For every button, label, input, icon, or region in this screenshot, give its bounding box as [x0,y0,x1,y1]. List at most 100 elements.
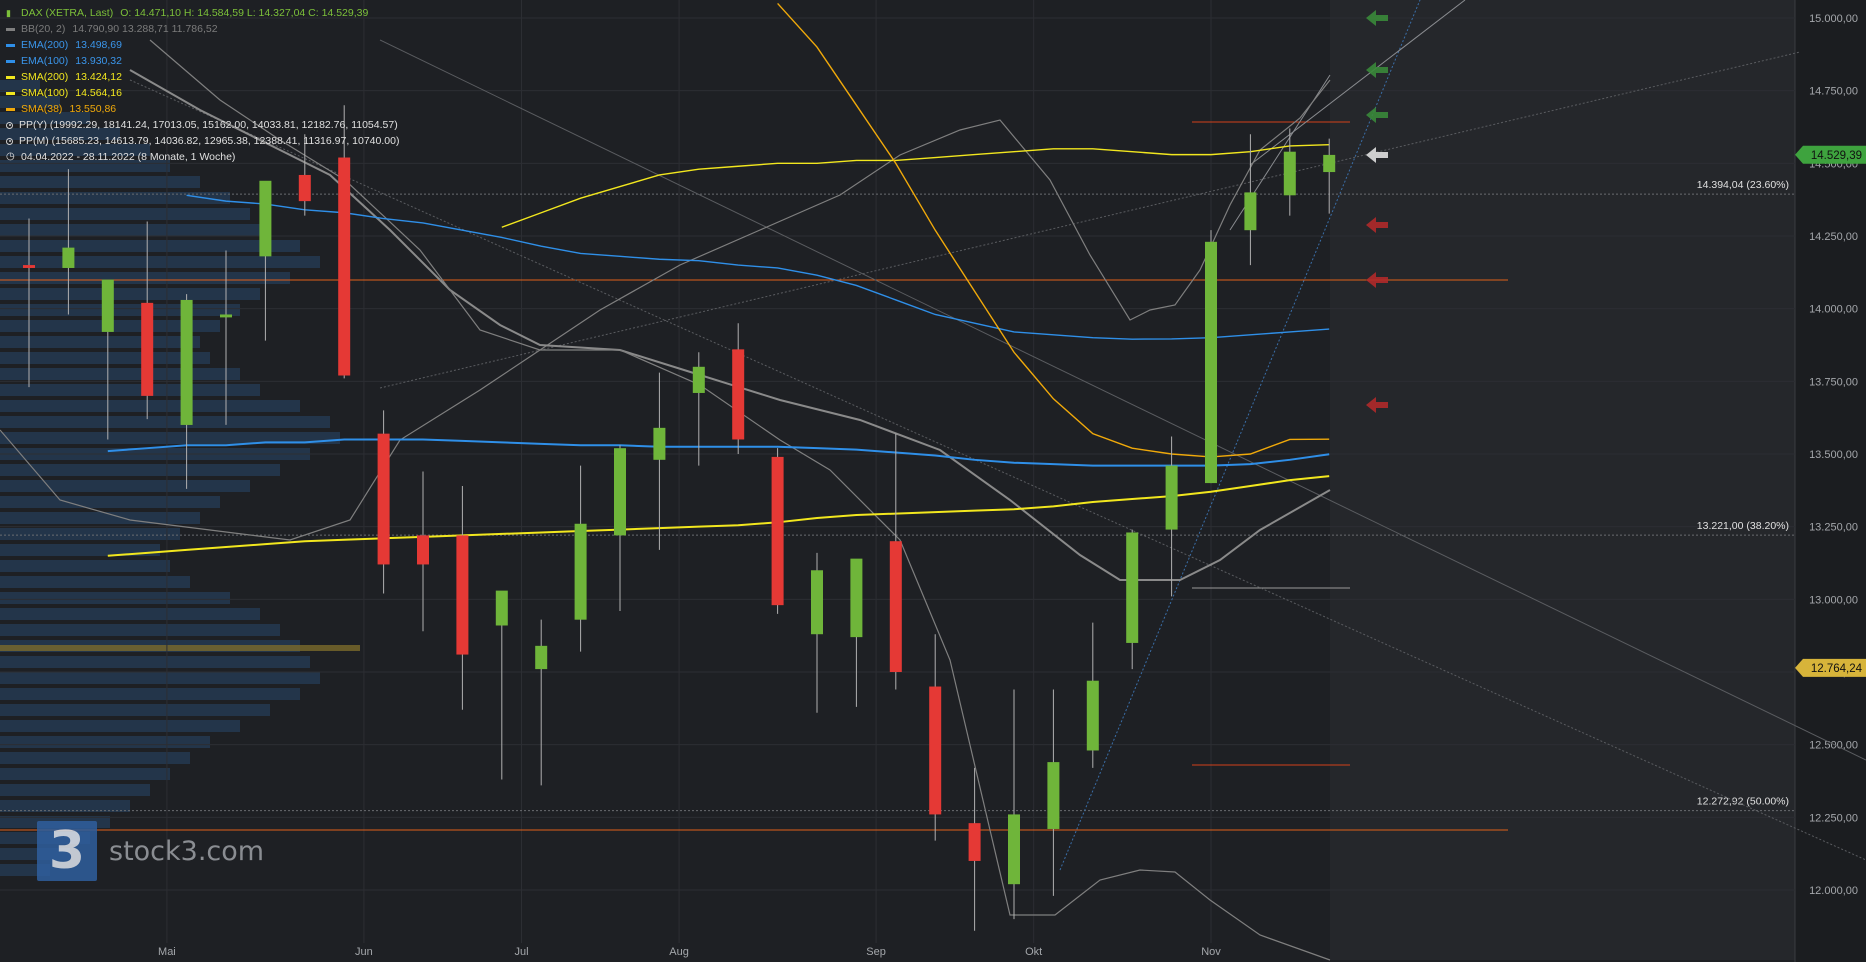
visibility-icon [6,137,13,145]
legend-sma200-label: SMA(200) [21,71,69,83]
legend-title: DAX (XETRA, Last) [21,7,114,19]
legend-pp-year[interactable]: PP(Y) (19992.29, 18141.24, 17013.05, 151… [6,117,399,133]
signal-arrow-icon [1366,397,1388,413]
volume-profile-bar [0,544,160,556]
candle-body [1126,532,1139,643]
legend-pp-month-text: PP(M) (15685.23, 14613.79, 14036.82, 129… [19,135,400,147]
candle-body [62,247,75,268]
candle-body [850,558,863,638]
candle-body [968,823,981,861]
legend-ema100[interactable]: EMA(100) 13.930,32 [6,53,399,69]
volume-profile-bar [0,576,190,588]
volume-profile-bar [0,656,310,668]
legend-sma200-value: 13.424,12 [75,71,122,83]
price-badges: 14.529,39 12.764,24 [1795,145,1866,677]
volume-profile-bar [0,384,260,396]
legend-bb[interactable]: BB(20, 2) 14.790,90 13.288,71 11.786,52 [6,21,399,37]
candle-body [1323,154,1336,173]
legend-ema200-label: EMA(200) [21,39,69,51]
legend-range: ◷ 04.04.2022 - 28.11.2022 (8 Monate, 1 W… [6,149,399,165]
candle-body [1244,192,1257,231]
volume-profile-bar [0,224,270,236]
volume-profile-bar [0,720,240,732]
candle-body [298,174,311,202]
x-tick-label: Nov [1201,946,1221,958]
candle-body [101,279,114,332]
sma100-swatch [6,91,15,95]
legend-ohlc: O: 14.471,10 H: 14.584,59 L: 14.327,04 C… [120,7,369,19]
candles [23,105,1336,931]
volume-profile-bar [0,480,250,492]
legend-ema100-label: EMA(100) [21,55,69,67]
clock-icon: ◷ [6,151,15,162]
y-tick-label: 13.000,00 [1809,594,1858,606]
candle-body [23,265,35,268]
volume-profile-bar [0,208,250,220]
candle-body [495,590,508,626]
volume-profile-bar [0,368,240,380]
trendline [1059,0,1421,871]
x-tick-label: Okt [1025,946,1042,958]
x-tick-label: Sep [866,946,886,958]
signal-arrows [1366,10,1388,413]
fibonacci-label: 13.221,00 (38.20%) [1697,520,1789,532]
ma-line-sma100 [501,144,1330,228]
bb-upper-band [0,79,1331,541]
candle-body [220,314,232,318]
legend-title-row: ▮ DAX (XETRA, Last) O: 14.471,10 H: 14.5… [6,5,399,21]
candle-body [692,366,705,393]
legend-sma38[interactable]: SMA(38) 13.550,86 [6,101,399,117]
volume-profile-bar [0,512,200,524]
legend-pp-month[interactable]: PP(M) (15685.23, 14613.79, 14036.82, 129… [6,133,399,149]
candle-body [1086,680,1099,751]
volume-profile-bar [0,352,210,364]
fibonacci-levels: 14.394,04 (23.60%) 13.221,00 (38.20%) 12.2… [0,179,1795,812]
volume-profile-bar [0,464,280,476]
fibonacci-label: 12.272,92 (50.00%) [1697,796,1789,808]
ema200-swatch [6,43,15,47]
volume-profile-bar [0,144,150,156]
ma-line-ema200 [107,438,1330,467]
legend-sma200[interactable]: SMA(200) 13.424,12 [6,69,399,85]
legend-range-text: 04.04.2022 - 28.11.2022 (8 Monate, 1 Woc… [21,151,236,163]
candle-body [929,686,942,815]
sma38-swatch [6,107,15,111]
volume-profile-bar [0,336,200,348]
volume-profile-bar [0,288,260,300]
candle-body [1165,465,1178,530]
candle-body [535,645,548,670]
volume-profile-bar [0,768,170,780]
legend-ema200-value: 13.498,69 [75,39,122,51]
candle-body [1283,151,1296,196]
volume-profile-bar [0,304,240,316]
candle-body [259,180,272,257]
volume-profile-bar [0,704,270,716]
legend-sma100-value: 14.564,16 [75,87,122,99]
trendline [129,79,1866,861]
y-tick-label: 15.000,00 [1809,13,1858,25]
candle-body [574,523,587,620]
moving-averages [107,2,1330,557]
signal-arrow-icon [1366,10,1388,26]
legend-ema200[interactable]: EMA(200) 13.498,69 [6,37,399,53]
y-tick-label: 12.000,00 [1809,885,1858,897]
y-tick-label: 12.250,00 [1809,812,1858,824]
volume-profile-bar [0,800,130,812]
candle-body [732,349,745,440]
legend-ema100-value: 13.930,32 [75,55,122,67]
volume-profile-bar [0,416,330,428]
sma200-swatch [6,75,15,79]
visibility-icon [6,121,13,129]
signal-arrow-icon [1366,107,1388,123]
price-badge-label: 12.764,24 [1811,663,1863,675]
volume-profile-bar [0,400,300,412]
legend-pp-year-text: PP(Y) (19992.29, 18141.24, 17013.05, 151… [19,119,398,131]
trendlines [129,0,1866,871]
volume-profile-bar [0,192,230,204]
volume-profile-bar [0,96,60,108]
legend-sma38-value: 13.550,86 [69,103,117,115]
candle-body [338,157,351,376]
legend-sma100[interactable]: SMA(100) 14.564,16 [6,85,399,101]
candle-body [614,448,626,536]
